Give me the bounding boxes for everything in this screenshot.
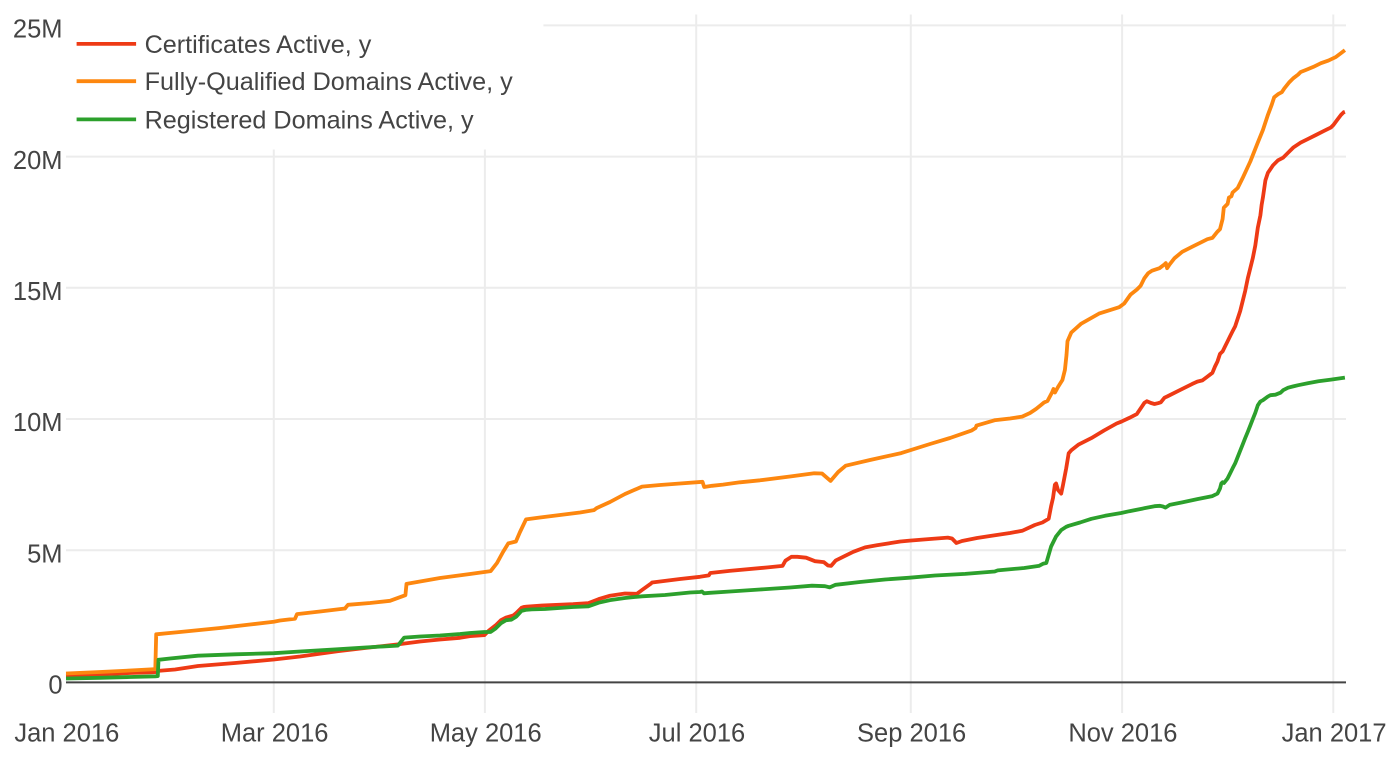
svg-text:0: 0 [48,672,62,700]
svg-text:Nov 2016: Nov 2016 [1068,720,1177,748]
svg-text:Jul 2016: Jul 2016 [649,720,745,748]
svg-text:Registered Domains Active, y: Registered Domains Active, y [145,106,474,134]
svg-text:25M: 25M [13,16,63,44]
svg-text:Sep 2016: Sep 2016 [857,720,966,748]
svg-text:15M: 15M [13,278,63,306]
svg-text:May 2016: May 2016 [430,720,542,748]
svg-text:Jan 2017: Jan 2017 [1282,720,1387,748]
svg-text:20M: 20M [13,147,63,175]
svg-text:Certificates Active, y: Certificates Active, y [145,31,372,59]
svg-text:Mar 2016: Mar 2016 [221,720,329,748]
svg-text:5M: 5M [27,541,62,569]
svg-text:10M: 10M [13,409,63,437]
svg-text:Fully-Qualified Domains Active: Fully-Qualified Domains Active, y [145,68,514,96]
svg-text:Jan 2016: Jan 2016 [14,720,119,748]
